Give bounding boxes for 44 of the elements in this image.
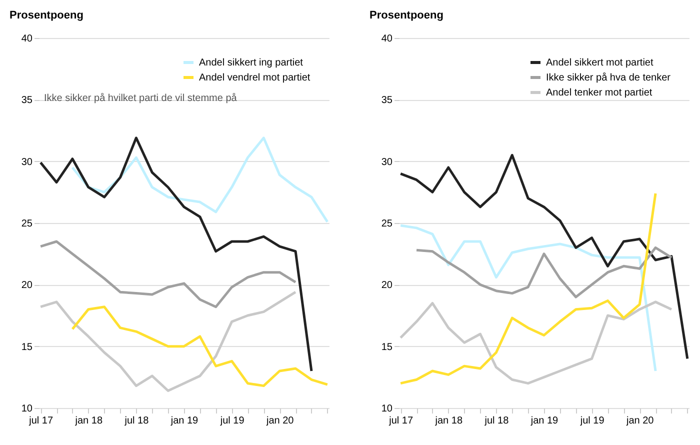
- x-tick-label: jul 17: [388, 416, 414, 426]
- y-tick-label: 30: [381, 156, 393, 168]
- x-tick-label: jan 18: [74, 416, 103, 426]
- y-tick-label: 15: [381, 342, 393, 353]
- y-tick-label: 35: [381, 95, 393, 106]
- x-tick-label: jul 18: [484, 416, 510, 426]
- x-tick-label: jan 20: [265, 416, 294, 426]
- y-tick-label: 30: [21, 156, 33, 168]
- y-axis-title: Prosentpoeng: [10, 10, 84, 22]
- y-tick-label: 35: [21, 95, 33, 106]
- y-tick-label: 40: [21, 34, 33, 44]
- line-series: [39, 136, 313, 372]
- line-series: [415, 246, 673, 298]
- y-axis-title: Prosentpoeng: [370, 10, 444, 22]
- legend-label: Ikke sikker på hva de tenker: [546, 72, 672, 84]
- x-tick-label: jul 19: [579, 416, 605, 426]
- line-series: [399, 154, 689, 360]
- x-tick-label: jul 17: [28, 416, 54, 426]
- y-tick-label: 20: [381, 280, 393, 292]
- line-series: [71, 306, 329, 388]
- y-tick-label: 10: [21, 404, 33, 414]
- legend-label: Andel tenker mot partiet: [546, 88, 652, 98]
- legend-label: Andel sikkert ing partiet: [199, 58, 304, 68]
- y-tick-label: 25: [21, 218, 33, 230]
- y-tick-label: 10: [381, 404, 393, 414]
- y-tick-label: 40: [381, 34, 393, 44]
- legend-label: Andel vendrel mot partiet: [199, 72, 310, 84]
- annotation: Ikke sikker på hvilket parti de vil stemme på: [44, 92, 238, 104]
- x-tick-label: jan 18: [434, 416, 463, 426]
- line-series: [39, 240, 297, 308]
- line-series: [71, 136, 329, 224]
- line-series: [399, 224, 657, 372]
- x-tick-label: jul 19: [219, 416, 245, 426]
- x-tick-label: jan 20: [625, 416, 654, 426]
- x-tick-label: jul 18: [124, 416, 150, 426]
- x-tick-label: jan 19: [170, 416, 199, 426]
- y-tick-label: 20: [21, 280, 33, 292]
- legend-label: Andel sikkert mot partiet: [546, 58, 654, 68]
- y-tick-label: 25: [381, 218, 393, 230]
- x-tick-label: jan 19: [530, 416, 559, 426]
- line-series: [399, 192, 657, 385]
- line-series: [39, 290, 297, 392]
- line-series: [399, 300, 673, 385]
- y-tick-label: 15: [21, 342, 33, 353]
